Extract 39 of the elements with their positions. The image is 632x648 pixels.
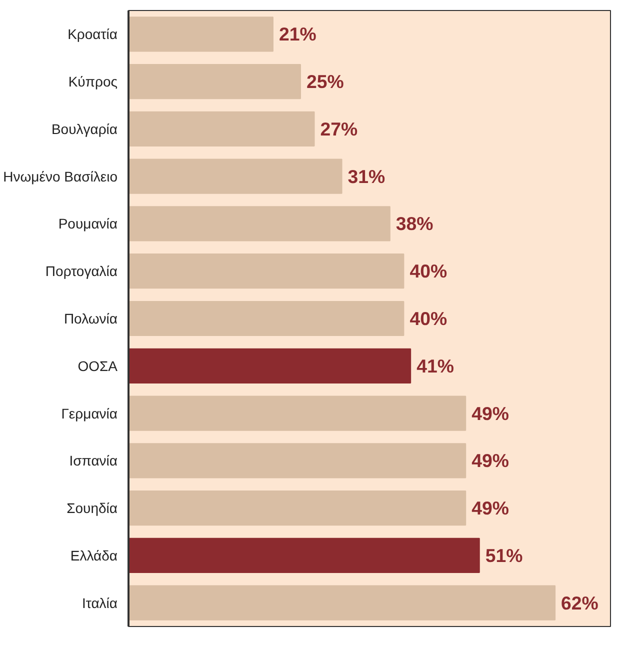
bar: [128, 254, 404, 289]
data-label: 31%: [348, 166, 386, 187]
bar: [128, 490, 466, 526]
y-tick-label: Γερμανία: [61, 405, 118, 422]
data-label: 49%: [472, 498, 510, 519]
y-tick-label: Ισπανία: [69, 452, 118, 469]
bar: [128, 111, 315, 147]
bar: [128, 538, 480, 573]
bar: [128, 585, 556, 620]
data-label: 40%: [410, 260, 448, 282]
data-label: 40%: [410, 308, 448, 329]
y-tick-label: Κύπρος: [68, 74, 118, 90]
data-label: 62%: [561, 592, 599, 614]
y-tick-label: Βουλγαρία: [51, 120, 118, 137]
data-label: 27%: [320, 118, 358, 140]
bar: [128, 206, 390, 242]
data-label: 25%: [306, 71, 344, 92]
data-label: 41%: [416, 355, 454, 376]
y-tick-label: ΟΟΣΑ: [78, 358, 118, 374]
bar: [128, 16, 274, 52]
y-tick-label: Κροατία: [68, 26, 118, 42]
bar: [128, 443, 466, 478]
y-tick-label: Σουηδία: [66, 500, 118, 516]
y-tick-label: Ηνωμένο Βασίλειο: [3, 168, 118, 184]
y-tick-label: Ρουμανία: [58, 216, 118, 232]
data-label: 49%: [472, 402, 510, 424]
data-label: 21%: [278, 24, 317, 45]
data-label: 51%: [485, 544, 524, 566]
data-label: 49%: [472, 450, 510, 472]
y-tick-label: Πορτογαλία: [45, 263, 118, 280]
data-label: 38%: [396, 213, 434, 234]
bar: [128, 348, 412, 384]
bar: [128, 64, 301, 100]
y-tick-label: Ιταλία: [82, 594, 118, 611]
bar: [128, 300, 404, 336]
bar: [128, 396, 466, 431]
bar: [128, 158, 342, 194]
y-tick-label: Ελλάδα: [70, 547, 118, 564]
y-tick-label: Πολωνία: [64, 310, 118, 326]
